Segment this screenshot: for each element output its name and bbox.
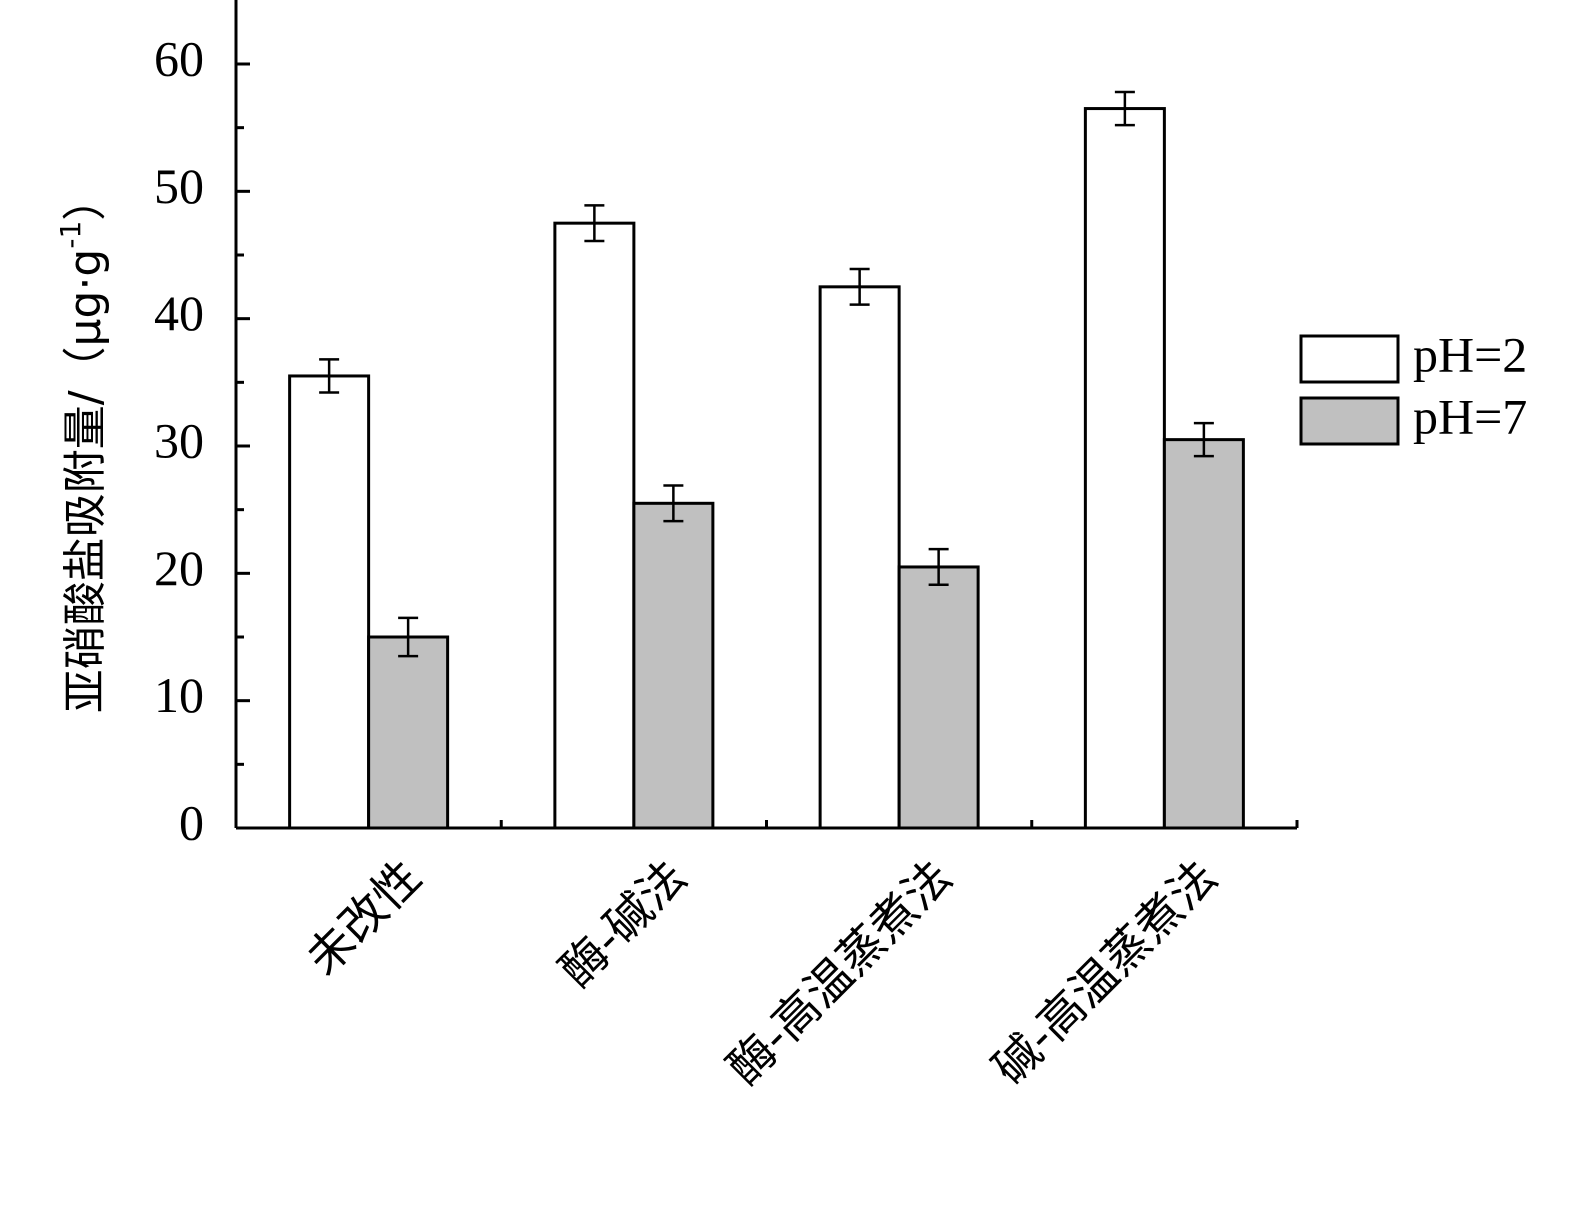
legend: pH=2 pH=7 bbox=[1299, 326, 1527, 446]
y-tick-label: 20 bbox=[154, 540, 204, 596]
category-label-3: 碱-高温蒸煮法 bbox=[982, 850, 1227, 1095]
y-axis-label-close: ） bbox=[60, 177, 111, 221]
category-label-1: 酶-碱法 bbox=[549, 850, 697, 998]
svg-text:亚硝酸盐吸附量/（μg·g-1）: 亚硝酸盐吸附量/（μg·g-1） bbox=[54, 177, 111, 714]
bar-ph7-2 bbox=[897, 565, 980, 830]
bar-ph7-3 bbox=[1162, 438, 1245, 830]
y-axis-label: 亚硝酸盐吸附量/（μg·g-1） bbox=[54, 177, 111, 714]
y-tick-label: 10 bbox=[154, 667, 204, 723]
axes: 0 10 20 30 40 50 60 bbox=[154, 0, 1299, 850]
category-label-2: 酶-高温蒸煮法 bbox=[717, 850, 962, 1095]
y-axis-label-main: 亚硝酸盐吸附量/（μg·g bbox=[60, 249, 111, 714]
legend-label-ph7: pH=7 bbox=[1413, 388, 1527, 444]
bar-ph2-0 bbox=[288, 374, 371, 830]
bars bbox=[288, 107, 1245, 830]
y-tick-label: 0 bbox=[179, 794, 204, 850]
bar-ph7-1 bbox=[632, 501, 715, 830]
y-tick-label: 50 bbox=[154, 158, 204, 214]
category-labels: 未改性 酶-碱法 酶-高温蒸煮法 碱-高温蒸煮法 bbox=[296, 850, 1228, 1095]
legend-swatch-ph2 bbox=[1299, 334, 1400, 384]
legend-label-ph2: pH=2 bbox=[1413, 326, 1527, 382]
bar-ph2-2 bbox=[818, 285, 901, 830]
bar-ph2-3 bbox=[1083, 107, 1166, 830]
error-bars bbox=[319, 90, 1214, 658]
bar-ph7-0 bbox=[367, 635, 450, 830]
category-label-0: 未改性 bbox=[296, 850, 432, 986]
legend-swatch-ph7 bbox=[1299, 396, 1400, 446]
y-tick-label: 30 bbox=[154, 412, 204, 468]
y-axis-label-superscript: -1 bbox=[54, 221, 87, 249]
bar-ph2-1 bbox=[553, 221, 636, 830]
y-tick-label: 40 bbox=[154, 285, 204, 341]
y-tick-label: 60 bbox=[154, 30, 204, 86]
